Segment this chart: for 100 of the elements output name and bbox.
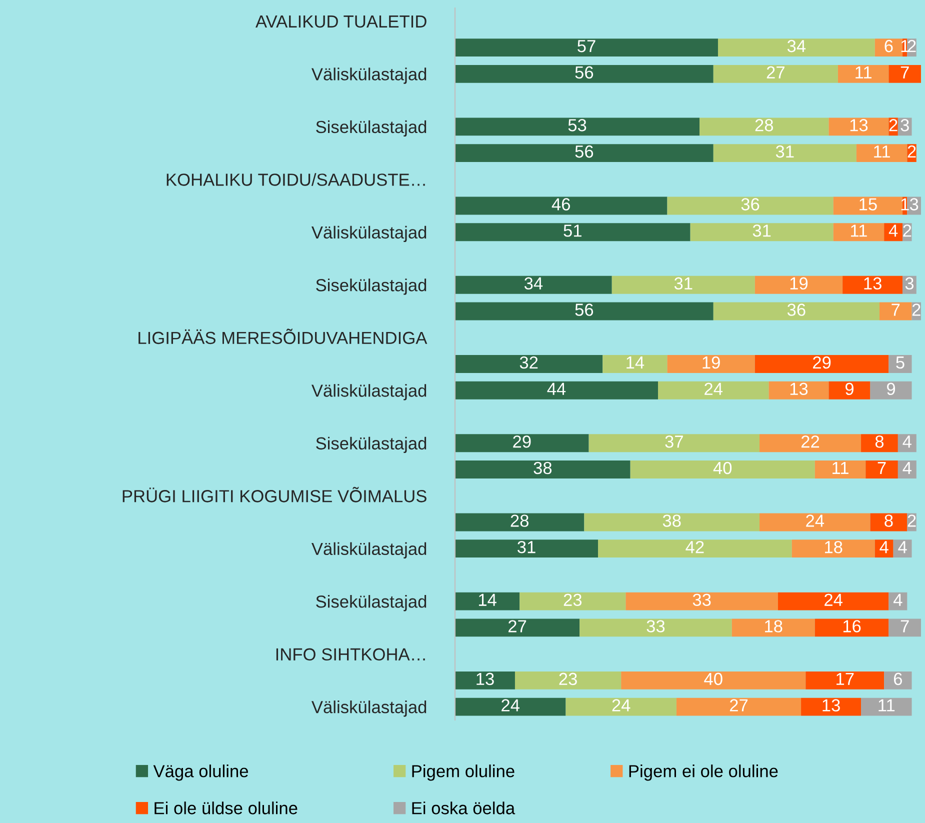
bar	[455, 434, 589, 452]
bar	[718, 38, 875, 57]
data-label: 46	[552, 198, 570, 210]
data-label: 29	[813, 356, 831, 369]
bar	[584, 513, 760, 532]
data-label: 33	[692, 594, 711, 606]
y-tick-label: Väliskülastajad	[311, 384, 426, 400]
data-label: 6	[884, 40, 893, 52]
data-label: 24	[502, 699, 520, 712]
bar	[768, 381, 829, 400]
bar	[888, 592, 908, 610]
data-label: 3	[900, 119, 909, 132]
data-label: 31	[752, 224, 771, 237]
data-label: 51	[564, 224, 582, 237]
bar	[861, 434, 898, 452]
data-label: 2	[912, 304, 920, 316]
data-label: 38	[662, 514, 681, 527]
legend-label: Väga oluline	[153, 764, 248, 781]
bar	[455, 460, 630, 478]
data-label: 37	[665, 435, 683, 448]
data-label: 15	[860, 198, 877, 210]
data-label: 11	[851, 224, 867, 237]
bar	[866, 460, 898, 478]
bar	[874, 540, 894, 558]
y-tick-label: LIGIPÄÄS MERESÕIDUVAHENDIGA	[138, 328, 428, 344]
data-label: 33	[646, 620, 665, 632]
data-label: 9	[886, 382, 896, 396]
legend-label: Pigem ei ole oluline	[629, 764, 778, 781]
bar	[874, 38, 903, 57]
data-label: 3	[910, 198, 918, 210]
data-label: 2	[908, 145, 916, 158]
data-label: 11	[856, 66, 872, 78]
data-label: 16	[843, 620, 861, 632]
bar	[792, 540, 875, 558]
data-label: 27	[508, 620, 526, 632]
data-label: 9	[845, 382, 854, 396]
bar	[514, 671, 622, 690]
data-label: 27	[730, 699, 748, 712]
data-label: 31	[518, 540, 536, 554]
data-label: 7	[900, 620, 909, 632]
bar	[754, 355, 889, 373]
legend-label: Pigem oluline	[412, 764, 514, 781]
bar	[566, 698, 676, 716]
data-label: 40	[713, 462, 732, 474]
data-label: 2	[908, 514, 916, 527]
bar	[801, 698, 862, 716]
data-label: 56	[575, 145, 594, 158]
bar	[690, 223, 834, 242]
data-label: 4	[888, 224, 898, 237]
data-label: 13	[864, 277, 882, 290]
y-tick-label: KOHALIKU TOIDU/SAADUSTE…	[166, 173, 425, 186]
y-tick-label: Väliskülastajad	[311, 226, 426, 242]
bar	[455, 381, 658, 400]
data-label: 40	[704, 672, 722, 686]
data-label: 28	[510, 514, 528, 527]
data-label: 14	[478, 594, 496, 606]
data-label: 42	[686, 540, 704, 554]
y-tick-label: Sisekülastajad	[316, 278, 426, 295]
bar	[455, 302, 714, 320]
bar	[455, 118, 700, 136]
bar	[713, 302, 880, 320]
bar	[833, 223, 884, 242]
bar	[455, 698, 566, 716]
data-label: 11	[832, 462, 848, 474]
data-label: 4	[902, 462, 912, 474]
bar	[760, 513, 870, 532]
bar	[621, 671, 806, 690]
data-label: 24	[806, 514, 824, 527]
bar	[879, 302, 912, 320]
bar	[455, 223, 690, 242]
data-label: 7	[900, 66, 909, 78]
data-label: 19	[702, 356, 720, 369]
bar	[455, 355, 603, 373]
bar	[713, 144, 856, 162]
data-label: 11	[878, 699, 895, 712]
bar	[626, 592, 778, 610]
bar	[580, 618, 732, 637]
data-label: 18	[765, 620, 782, 632]
bar	[861, 698, 912, 716]
data-label: 4	[902, 436, 912, 448]
bar	[884, 671, 912, 690]
data-label: 32	[520, 356, 538, 369]
bar	[806, 671, 884, 690]
bar	[828, 118, 889, 136]
bar	[630, 460, 815, 478]
bar	[455, 144, 714, 162]
bar	[754, 276, 843, 294]
bar	[732, 618, 815, 637]
bar	[700, 118, 829, 136]
data-label: 2	[908, 40, 916, 52]
data-label: 36	[787, 304, 806, 316]
bar	[888, 618, 921, 637]
data-label: 8	[875, 435, 884, 448]
data-label: 56	[575, 304, 594, 316]
bar	[870, 381, 912, 400]
bar	[455, 276, 612, 294]
data-label: 4	[898, 541, 907, 554]
y-tick-label: Väliskülastajad	[311, 542, 426, 558]
data-label: 36	[741, 198, 760, 210]
y-tick-label: PRÜGI LIIGITI KOGUMISE VÕIMALUS	[122, 486, 426, 502]
